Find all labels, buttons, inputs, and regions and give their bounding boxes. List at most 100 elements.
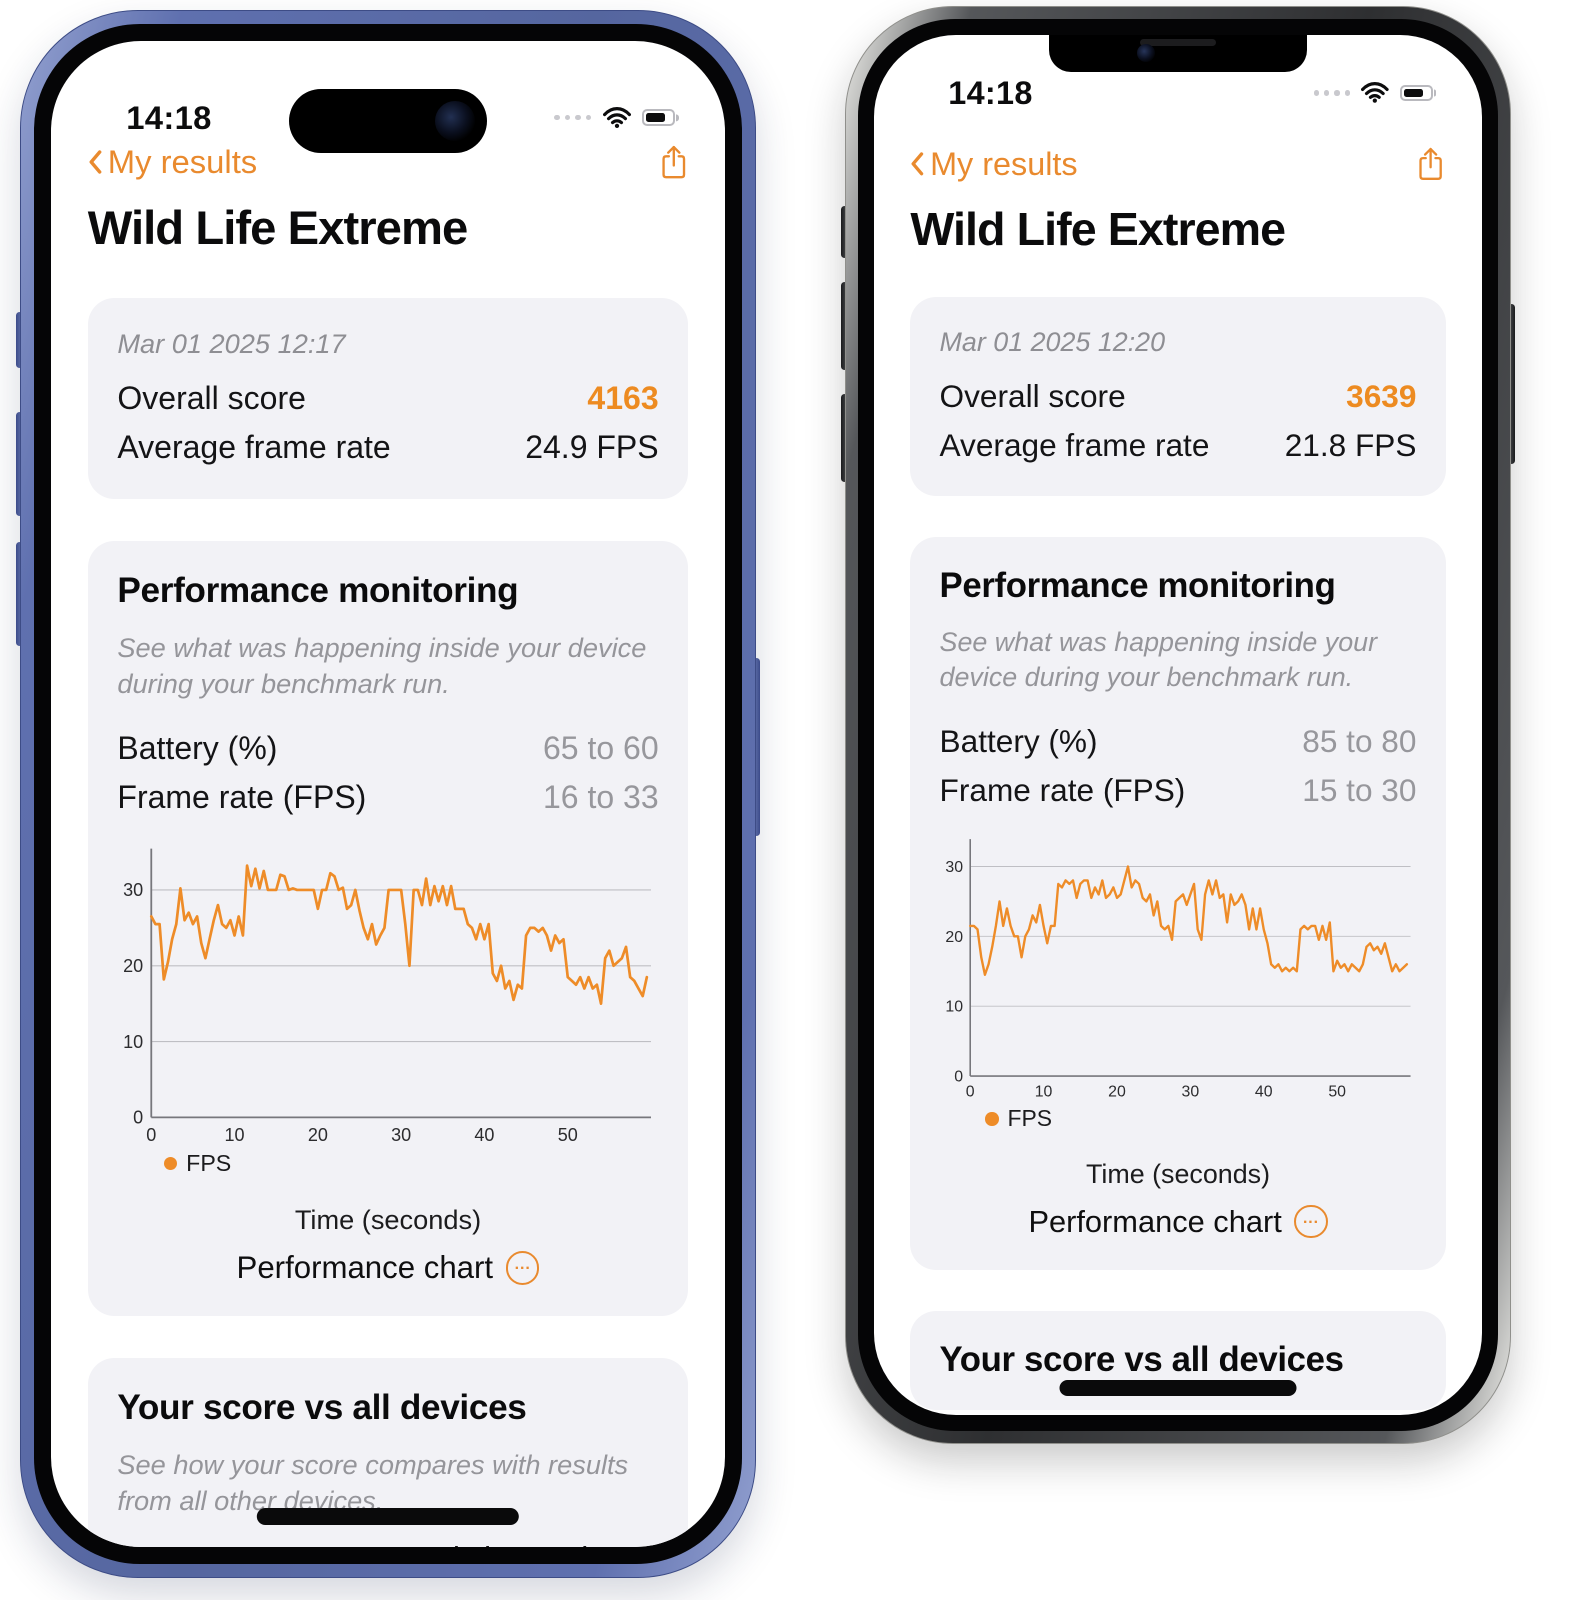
fps-line-chart: 0 10 20 30 0 10 20 30 40 50 (945, 839, 1411, 1101)
average-frame-rate-value: 24.9 FPS (525, 429, 659, 466)
section-title: Your score vs all devices (939, 1340, 1344, 1379)
section-title: Performance monitoring (939, 566, 1336, 605)
phone-mockup-right: 14:18 (841, 6, 1515, 1444)
svg-text:10: 10 (123, 1031, 143, 1051)
svg-text:40: 40 (475, 1124, 495, 1144)
svg-text:50: 50 (558, 1124, 578, 1144)
svg-text:0: 0 (954, 1069, 963, 1086)
phone-mockup-left: 14:18 (16, 10, 760, 1578)
wifi-icon (1361, 82, 1389, 104)
back-label: My results (930, 145, 1078, 182)
front-camera (1136, 44, 1155, 62)
percentile-row: 85% Your score is better than 85% result… (117, 1537, 658, 1547)
page-title: Wild Life Extreme (910, 203, 1286, 256)
chevron-left-icon (911, 152, 924, 176)
svg-text:10: 10 (225, 1124, 245, 1144)
power-button (1508, 304, 1515, 464)
screen: 14:18 (51, 41, 725, 1547)
svg-text:50: 50 (1328, 1084, 1346, 1101)
svg-text:30: 30 (391, 1124, 411, 1144)
svg-text:10: 10 (945, 999, 963, 1016)
svg-text:20: 20 (123, 956, 143, 976)
chart-legend: FPS (163, 1150, 659, 1177)
home-indicator[interactable] (1059, 1380, 1297, 1397)
performance-chart-button[interactable]: Performance chart ... (117, 1250, 658, 1286)
legend-label: FPS (1007, 1105, 1053, 1132)
chart-legend: FPS (985, 1105, 1416, 1132)
chart-area: 0 10 20 30 0 10 20 30 40 50 FPS Time (seconds) Pe… (940, 836, 1417, 1240)
back-button[interactable]: My results (88, 143, 257, 181)
x-axis-title: Time (seconds) (294, 1204, 482, 1236)
page-content: My results Wild Life Extreme Mar 01 2025… (51, 41, 725, 1547)
mute-switch (841, 206, 848, 258)
phone-bezel: 14:18 (858, 19, 1498, 1431)
ellipsis-circle-icon: ... (1294, 1205, 1328, 1239)
average-frame-rate-row: Average frame rate 24.9 FPS (117, 427, 658, 469)
svg-text:10: 10 (1034, 1084, 1052, 1101)
cellular-dots-icon (554, 114, 592, 121)
notch (1049, 35, 1307, 72)
section-title: Performance monitoring (117, 571, 519, 611)
overall-score-value: 4163 (587, 379, 659, 416)
dynamic-island (289, 89, 487, 153)
average-frame-rate-row: Average frame rate 21.8 FPS (940, 425, 1417, 466)
battery-icon (1399, 84, 1437, 102)
battery-row: Battery (%) 85 to 80 (939, 722, 1417, 759)
chevron-left-icon (89, 150, 102, 175)
svg-text:0: 0 (147, 1124, 157, 1144)
battery-icon (641, 109, 679, 126)
section-description: See what was happening inside your devic… (939, 626, 1378, 692)
home-indicator[interactable] (256, 1507, 520, 1525)
ellipsis-circle-icon: ... (505, 1251, 540, 1285)
svg-text:30: 30 (123, 880, 143, 900)
power-button (753, 658, 760, 836)
navigation-bar: My results (910, 146, 1445, 183)
overall-score-value: 3639 (1346, 377, 1417, 414)
phone-bezel: 14:18 (34, 24, 742, 1564)
status-bar: 14:18 (126, 98, 679, 137)
fps-line-chart: 0 10 20 30 0 10 20 30 40 50 (123, 848, 652, 1144)
section-description: See what was happening inside your devic… (117, 632, 647, 700)
performance-monitoring-card: Performance monitoring See what was happ… (87, 540, 689, 1317)
volume-down-button (16, 542, 23, 646)
performance-monitoring-card: Performance monitoring See what was happ… (910, 536, 1446, 1270)
result-date: Mar 01 2025 12:20 (939, 327, 1166, 358)
section-title: Your score vs all devices (117, 1388, 527, 1428)
svg-text:20: 20 (1108, 1084, 1126, 1101)
share-icon[interactable] (1416, 146, 1445, 182)
wifi-icon (602, 106, 631, 128)
percentile-text: Your score is better than 85% results fr… (276, 1537, 654, 1547)
svg-text:30: 30 (945, 859, 963, 876)
result-date: Mar 01 2025 12:17 (117, 328, 346, 360)
back-label: My results (107, 143, 258, 181)
cellular-dots-icon (1313, 90, 1351, 96)
share-icon[interactable] (659, 144, 689, 181)
battery-row: Battery (%) 65 to 60 (117, 729, 659, 766)
svg-text:20: 20 (308, 1124, 328, 1144)
frame-rate-row: Frame rate (FPS) 15 to 30 (939, 771, 1417, 808)
svg-text:20: 20 (945, 929, 963, 946)
front-camera (435, 101, 475, 141)
navigation-bar: My results (88, 143, 688, 181)
chart-area: 0 10 20 30 0 10 20 30 40 50 FPS Time (seconds) Pe… (117, 845, 658, 1286)
earpiece-speaker (1140, 39, 1216, 46)
action-button (16, 312, 23, 368)
svg-text:0: 0 (134, 1107, 144, 1127)
page-title: Wild Life Extreme (87, 202, 468, 256)
volume-down-button (841, 394, 848, 482)
legend-dot-icon (163, 1156, 178, 1171)
phone-frame: 14:18 (845, 6, 1511, 1444)
x-axis-title: Time (seconds) (1085, 1159, 1271, 1190)
status-time: 14:18 (126, 98, 212, 136)
volume-up-button (16, 412, 23, 516)
overall-score-row: Overall score 3639 (940, 376, 1417, 417)
average-frame-rate-value: 21.8 FPS (1284, 426, 1417, 463)
result-summary-card: Mar 01 2025 12:17 Overall score 4163 Ave… (87, 297, 689, 500)
back-button[interactable]: My results (910, 145, 1078, 183)
page-content: My results Wild Life Extreme Mar 01 2025… (874, 35, 1482, 1410)
result-summary-card: Mar 01 2025 12:20 Overall score 3639 Ave… (910, 297, 1446, 496)
svg-text:30: 30 (1181, 1084, 1199, 1101)
performance-chart-button[interactable]: Performance chart ... (940, 1204, 1417, 1240)
legend-dot-icon (985, 1112, 999, 1126)
status-bar: 14:18 (948, 75, 1437, 112)
